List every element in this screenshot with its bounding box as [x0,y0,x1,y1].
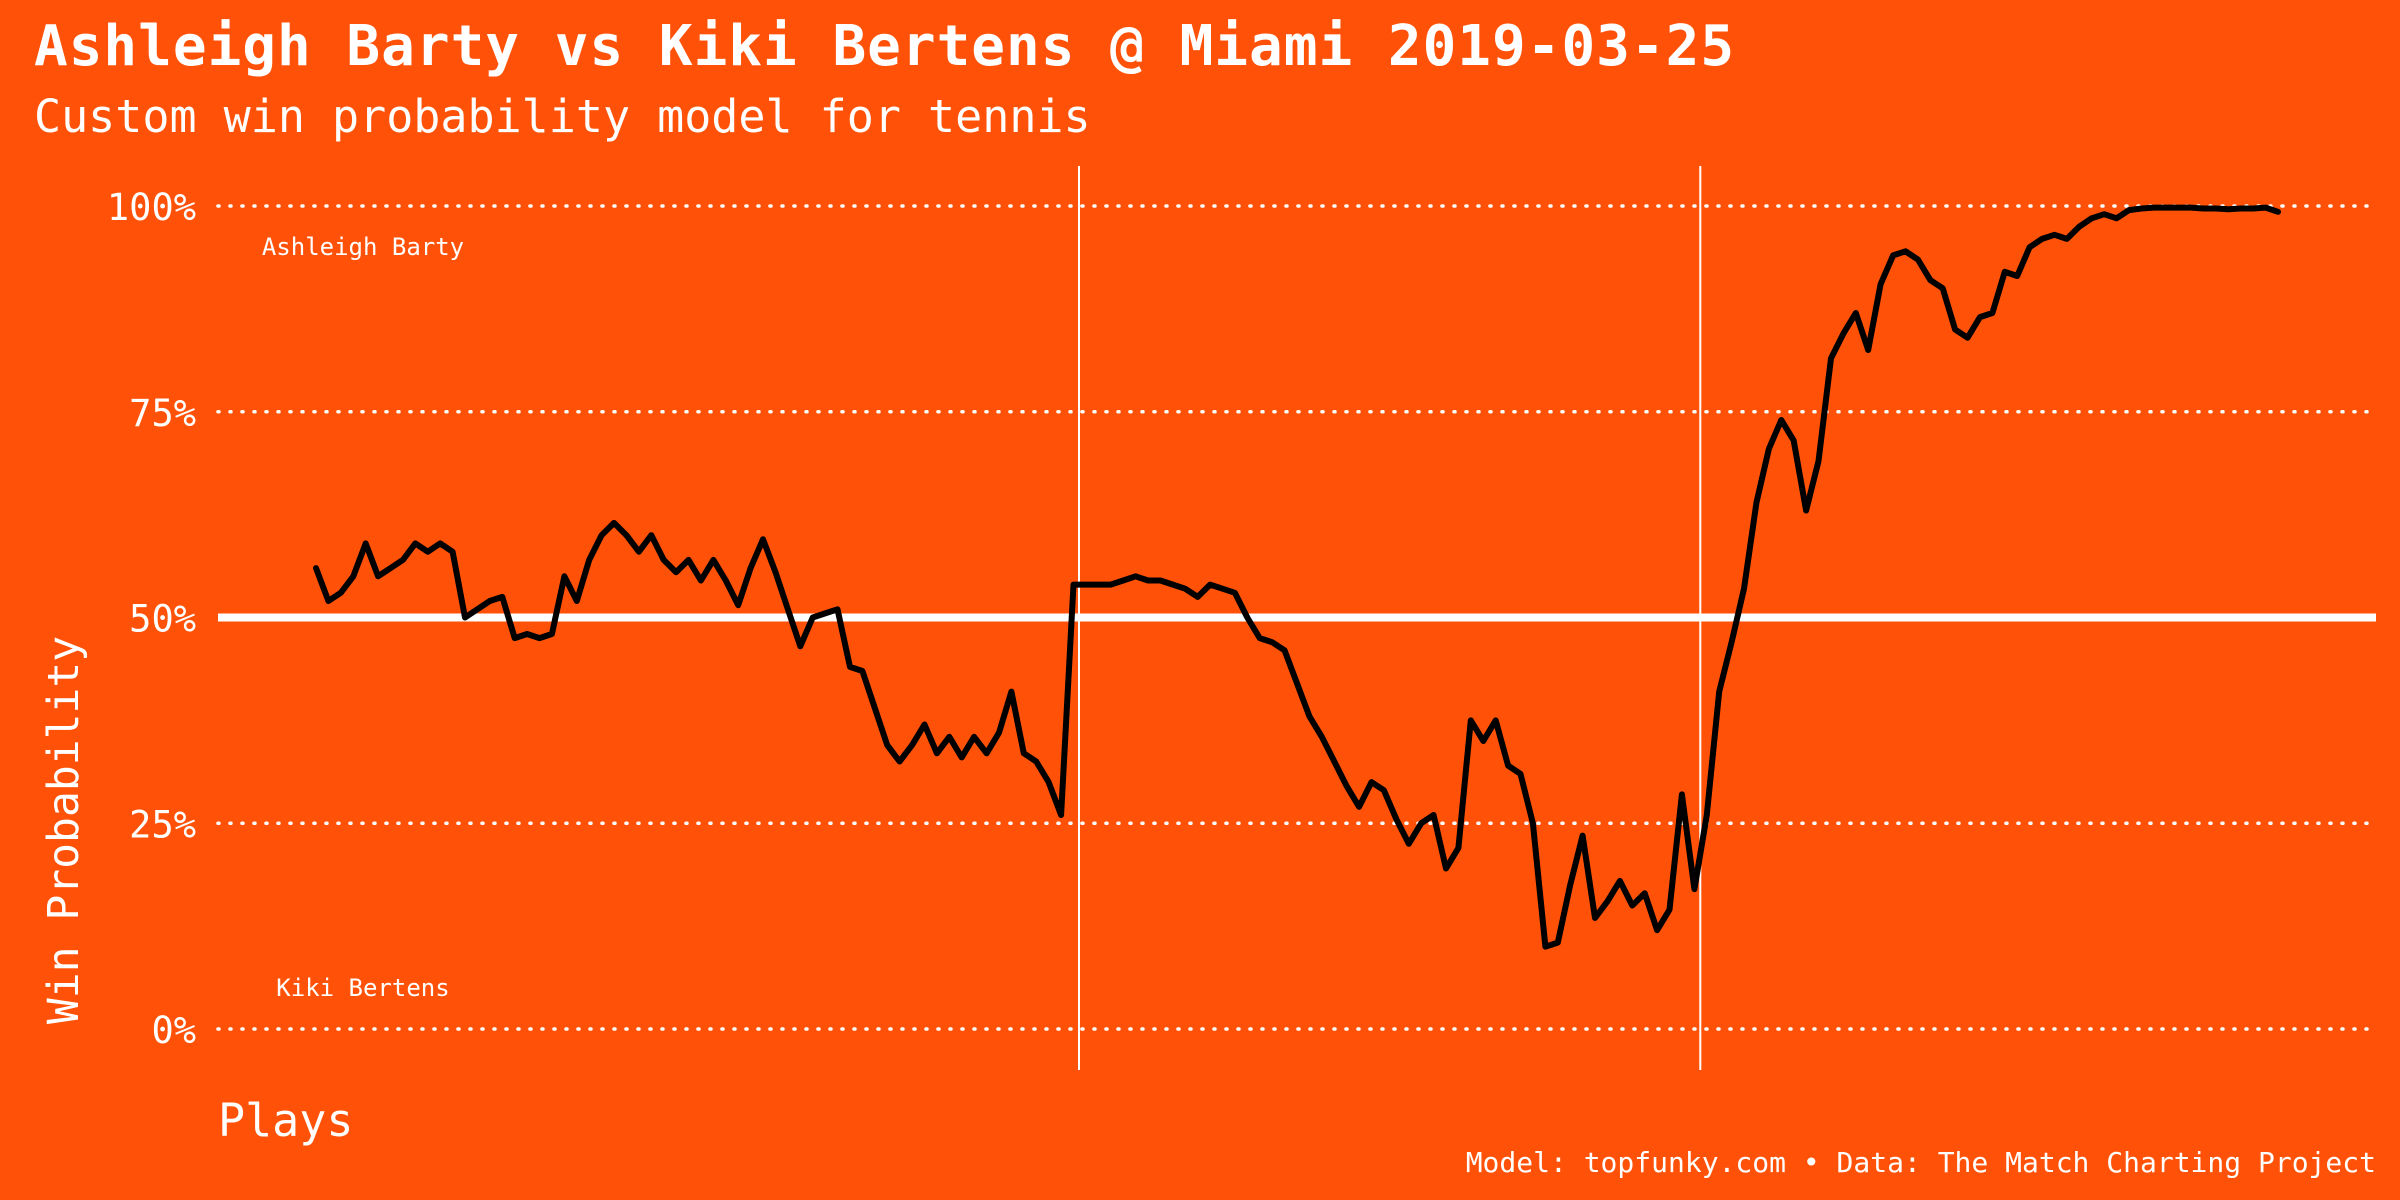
player-annotation: Ashleigh Barty [262,233,464,261]
x-axis-label: Plays [218,1094,354,1147]
chart-title: Ashleigh Barty vs Kiki Bertens @ Miami 2… [34,14,1736,79]
y-tick-label: 100% [107,186,196,229]
chart-subtitle: Custom win probability model for tennis [34,90,1091,143]
y-tick-label: 75% [129,392,196,435]
source-caption: Model: topfunky.com • Data: The Match Ch… [1465,1146,2376,1179]
y-tick-label: 50% [129,598,196,641]
win-probability-line [313,204,2281,950]
player-annotation: Kiki Bertens [276,974,449,1002]
y-tick-label: 25% [129,803,196,846]
y-tick-label: 0% [151,1009,196,1052]
